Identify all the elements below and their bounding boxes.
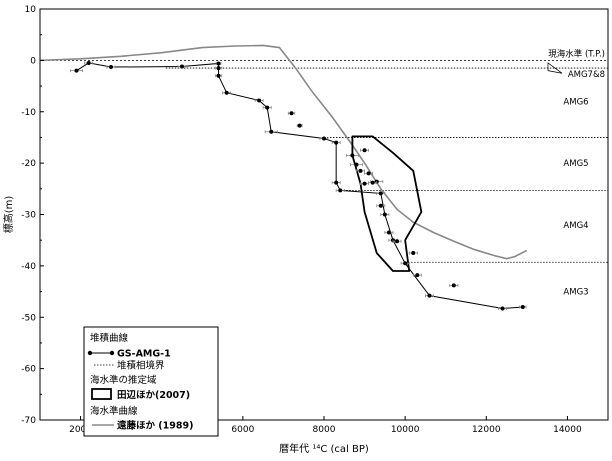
sample-data-point [411,251,416,256]
legend-item-region: 田辺ほか(2007) [117,390,190,401]
x-tick-label: 12000 [472,425,501,435]
legend-core-marker-right [109,350,115,356]
legend-core-marker-left [87,350,93,356]
core-data-point [322,136,326,141]
sample-data-point [297,123,302,128]
core-data-point [427,293,432,298]
sample-data-point [370,180,375,185]
x-axis-title: 暦年代 ¹⁴C (cal BP) [279,442,369,455]
y-tick-label: -50 [21,313,36,323]
y-tick-label: -20 [21,159,36,169]
sample-data-point [354,162,359,167]
sample-data-point [395,239,400,244]
sample-data-point [362,148,367,153]
y-tick-label: 0 [30,56,36,66]
core-data-point [216,61,221,66]
sample-data-point [386,230,391,235]
core-data-point [109,65,113,70]
legend-item-curve: 遠藤ほか (1989) [117,420,193,432]
core-data-point [216,73,221,78]
core-data-point [338,188,343,193]
y-axis-ticks: 10 0 -10 -20 -30 -40 -50 -60 -70 [21,5,44,426]
core-data-point [74,68,79,73]
core-data-point [180,64,184,69]
core-data-point [378,191,383,196]
core-series-layer [70,60,527,311]
core-data-point [403,261,408,266]
sample-data-point [350,153,355,158]
zone-label-amg5: AMG5 [563,159,588,169]
y-tick-label: 10 [25,5,37,15]
facies-boundaries [40,59,608,263]
scatter-layer [287,111,459,288]
x-tick-label: 10000 [391,425,420,435]
zone-label-amg7-8: AMG7&8 [568,70,605,80]
core-data-point [334,140,339,145]
legend-region-swatch [91,388,112,400]
sample-data-point [362,181,367,186]
sample-data-point [451,283,456,288]
legend: 堆積曲線 GS-AMG-1 堆積相境界 海水準の推定域 田辺ほか(2007) 海… [83,326,219,437]
x-tick-label: 8000 [313,425,336,435]
legend-item-boundary: 堆積相境界 [117,360,165,372]
core-data-point [334,180,339,185]
core-data-point [520,304,525,309]
core-data-point [224,90,229,95]
legend-item-core: GS-AMG-1 [117,349,171,360]
sea-level-label: 現海水準 (T.P.) [548,48,605,59]
y-tick-label: -10 [21,108,36,118]
sample-data-point [289,111,294,116]
y-tick-label: -40 [21,262,36,272]
sample-data-point [415,273,420,278]
core-data-point [257,98,262,103]
core-data-point [382,212,387,217]
x-tick-label: 14000 [553,425,582,435]
core-data-point [216,66,221,71]
sea-level-curve-line [39,44,528,260]
y-tick-label: -60 [21,365,36,375]
core-series-line [76,62,523,310]
estimated-region-polygon [351,135,423,272]
y-axis-title: 標高(m) [2,196,15,234]
x-tick-label: 2000 [69,425,92,435]
sea-level-curve-layer [39,44,528,260]
legend-heading-curve: 海水準曲線 [90,405,138,417]
legend-heading-sediment: 堆積曲線 [90,332,129,344]
zone-label-amg6: AMG6 [563,97,588,107]
y-tick-label: -30 [21,211,36,221]
core-data-point [269,129,274,134]
sample-data-point [358,168,363,173]
x-tick-label: 6000 [231,425,254,435]
legend-box [83,326,219,437]
legend-heading-estimated: 海水準の推定域 [90,374,157,386]
zone-label-amg3: AMG3 [563,288,588,298]
sample-data-point [366,171,371,176]
zone-label-amg4: AMG4 [563,221,588,231]
sample-data-point [378,203,383,208]
core-data-point [500,306,505,311]
estimated-region-layer [351,135,423,272]
y-tick-label: -70 [21,416,36,426]
plot-area [39,44,608,311]
core-data-point [86,60,91,65]
core-data-point [265,105,270,110]
zone-pointer-amg7-8 [547,62,563,74]
